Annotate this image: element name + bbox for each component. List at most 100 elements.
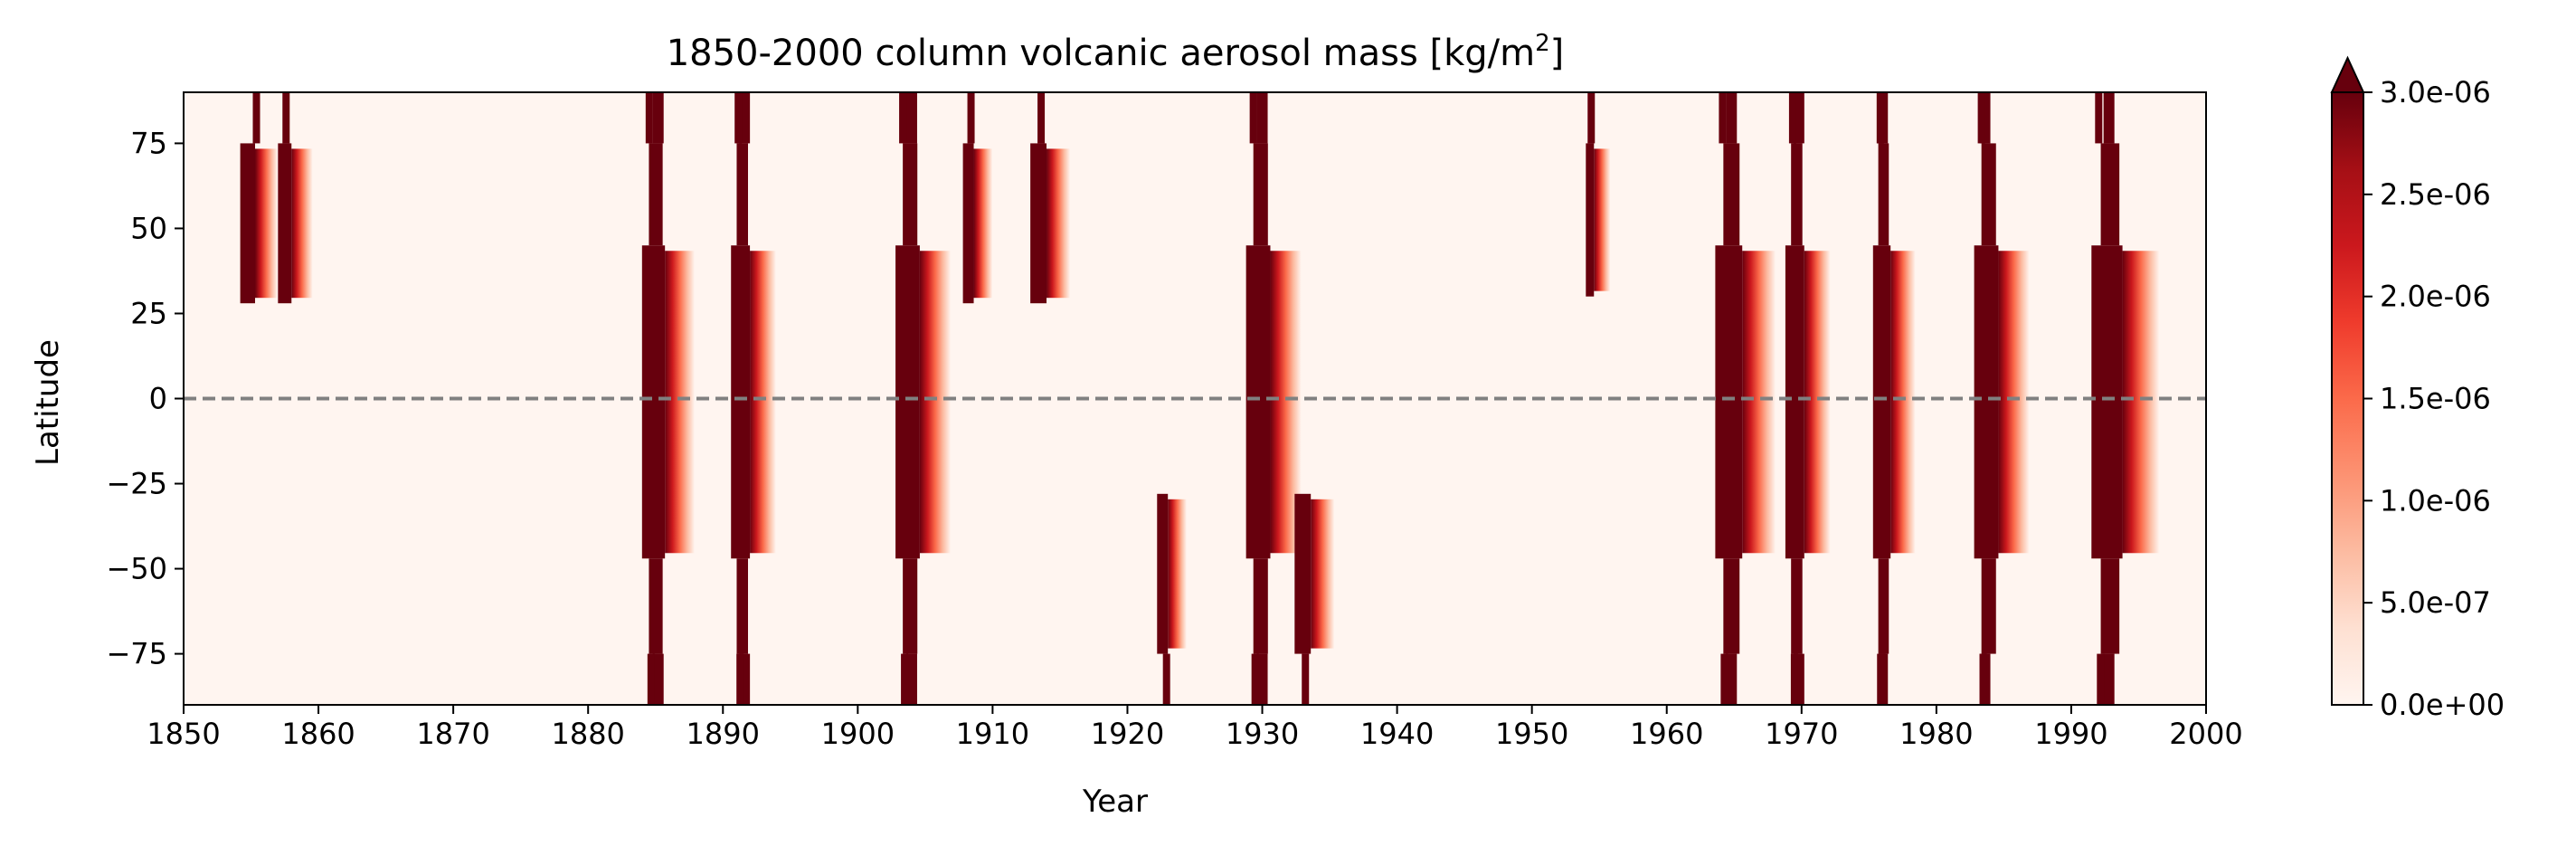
plume-north-extension bbox=[736, 143, 748, 246]
plume-north-extension bbox=[1981, 143, 1996, 246]
plume-decay-tail bbox=[1046, 148, 1071, 299]
plume-polar-spike bbox=[1790, 653, 1798, 705]
plume-core bbox=[2091, 245, 2123, 559]
plume-south-extension bbox=[736, 558, 748, 654]
plume-core bbox=[240, 143, 256, 304]
plume-polar-spike bbox=[2095, 92, 2103, 144]
x-tick-label: 1860 bbox=[281, 717, 355, 751]
y-axis-label: Latitude bbox=[30, 339, 66, 466]
colorbar-tick-label: 2.5e-06 bbox=[2380, 177, 2491, 212]
plume-core bbox=[1586, 143, 1595, 297]
plume-south-extension bbox=[1723, 558, 1740, 654]
plume-polar-spike bbox=[905, 653, 917, 705]
y-tick-label: 50 bbox=[130, 211, 167, 245]
plume-south-extension bbox=[1253, 558, 1268, 654]
eruption-plume bbox=[1785, 92, 1831, 705]
plume-polar-spike bbox=[652, 92, 664, 144]
plume-polar-spike bbox=[1249, 92, 1257, 144]
plume-core bbox=[1872, 245, 1891, 559]
plume-north-extension bbox=[649, 143, 663, 246]
eruption-plume bbox=[1030, 92, 1071, 304]
plume-polar-spike bbox=[1256, 653, 1268, 705]
y-tick-label: −50 bbox=[106, 552, 167, 586]
plume-polar-spike bbox=[1979, 653, 1987, 705]
x-tick-label: 1960 bbox=[1630, 717, 1703, 751]
eruption-plume bbox=[1157, 493, 1187, 705]
y-axis: −75 −50 −25 0 25 50 75 bbox=[106, 126, 184, 671]
plume-polar-spike bbox=[1251, 653, 1259, 705]
x-tick-label: 1920 bbox=[1091, 717, 1164, 751]
plume-polar-spike bbox=[1977, 92, 1985, 144]
plume-decay-tail bbox=[255, 148, 278, 299]
plume-south-extension bbox=[1981, 558, 1996, 654]
plume-decay-tail bbox=[750, 251, 776, 554]
plume-polar-spike bbox=[1726, 92, 1738, 144]
plume-polar-spike bbox=[1587, 92, 1596, 144]
plume-core bbox=[1715, 245, 1743, 559]
eruption-plume bbox=[731, 92, 776, 705]
x-axis: 1850 1860 1870 1880 1890 1900 1910 1920 1930 1940… bbox=[147, 705, 2243, 751]
x-tick-label: 1850 bbox=[147, 717, 220, 751]
plume-north-extension bbox=[903, 143, 918, 246]
plume-polar-spike bbox=[647, 653, 655, 705]
colorbar-tick-label: 3.0e-06 bbox=[2380, 75, 2491, 109]
colorbar-gradient bbox=[2332, 92, 2363, 705]
plume-decay-tail bbox=[1998, 251, 2030, 554]
x-tick-label: 2000 bbox=[2169, 717, 2242, 751]
colorbar-tick-label: 2.0e-06 bbox=[2380, 280, 2491, 314]
eruption-plume bbox=[1715, 92, 1776, 705]
eruption-plume bbox=[895, 92, 952, 705]
eruption-plume bbox=[2091, 92, 2160, 705]
plume-polar-spike bbox=[1162, 653, 1170, 705]
plume-decay-tail bbox=[1804, 251, 1831, 554]
plume-core bbox=[962, 143, 974, 304]
plume-decay-tail bbox=[2122, 251, 2160, 554]
plume-decay-tail bbox=[1311, 499, 1335, 649]
plume-polar-spike bbox=[1878, 653, 1886, 705]
plume-decay-tail bbox=[973, 148, 993, 299]
plume-polar-spike bbox=[652, 653, 664, 705]
heatmap-plot-area bbox=[183, 91, 2207, 706]
plume-south-extension bbox=[2100, 558, 2120, 654]
eruption-plume bbox=[278, 92, 313, 304]
plume-polar-spike bbox=[1256, 92, 1268, 144]
y-tick-label: 75 bbox=[130, 126, 167, 160]
x-tick-label: 1870 bbox=[416, 717, 489, 751]
plume-decay-tail bbox=[1890, 251, 1916, 554]
y-tick-label: −25 bbox=[106, 467, 167, 501]
plume-core bbox=[1974, 245, 1999, 559]
plume-core bbox=[731, 245, 751, 559]
plume-polar-spike bbox=[1726, 653, 1738, 705]
eruption-plume bbox=[962, 92, 993, 304]
plume-polar-spike bbox=[1788, 92, 1796, 144]
eruption-plume bbox=[1586, 92, 1611, 297]
plume-polar-spike bbox=[899, 92, 907, 144]
plume-polar-spike bbox=[282, 92, 290, 144]
plume-south-extension bbox=[649, 558, 663, 654]
colorbar-tick-label: 1.0e-06 bbox=[2380, 483, 2491, 518]
plume-polar-spike bbox=[1876, 92, 1884, 144]
eruption-plume bbox=[641, 92, 695, 705]
plume-decay-tail bbox=[1742, 251, 1776, 554]
x-tick-label: 1930 bbox=[1226, 717, 1299, 751]
y-tick-label: 0 bbox=[149, 382, 167, 416]
eruption-plume bbox=[240, 92, 278, 304]
x-tick-label: 1950 bbox=[1495, 717, 1568, 751]
colorbar: 0.0e+00 5.0e-07 1.0e-06 1.5e-06 2.0e-06 2.5e-… bbox=[2330, 55, 2505, 722]
plume-polar-spike bbox=[734, 92, 743, 144]
plume-polar-spike bbox=[645, 92, 653, 144]
plume-polar-spike bbox=[1719, 92, 1727, 144]
plume-polar-spike bbox=[2103, 92, 2115, 144]
plume-north-extension bbox=[2100, 143, 2120, 246]
plume-south-extension bbox=[1791, 558, 1803, 654]
eruption-plume bbox=[1294, 493, 1335, 705]
x-tick-label: 1980 bbox=[1899, 717, 1973, 751]
chart-title: 1850-2000 column volcanic aerosol mass [… bbox=[667, 30, 1565, 74]
plume-core bbox=[1157, 493, 1169, 654]
plume-polar-spike bbox=[905, 92, 917, 144]
x-tick-label: 1940 bbox=[1360, 717, 1434, 751]
plume-core bbox=[895, 245, 920, 559]
eruption-plume bbox=[1974, 92, 2030, 705]
y-tick-label: 25 bbox=[130, 296, 167, 330]
